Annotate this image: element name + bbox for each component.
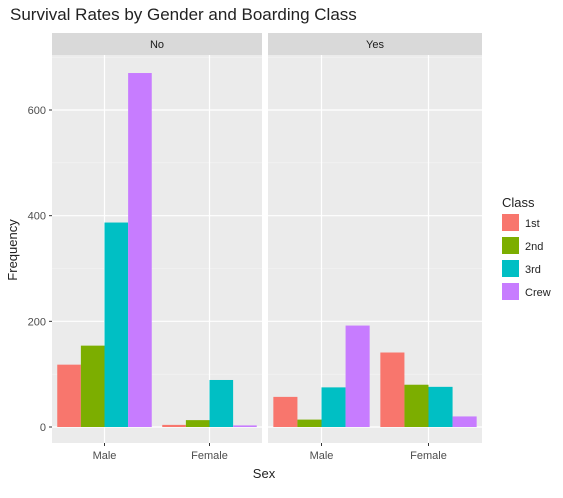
y-axis-label: Frequency [5, 219, 20, 281]
bar-no-female-2nd [185, 420, 210, 427]
y-tick-label: 200 [28, 316, 46, 328]
legend-key-crew [502, 283, 519, 300]
facet-panel-yes: Yes Male Female [268, 33, 482, 462]
y-axis: 0 200 400 600 [28, 105, 52, 434]
legend-key-2nd [502, 237, 519, 254]
bar-yes-female-3rd [428, 386, 453, 427]
chart-title: Survival Rates by Gender and Boarding Cl… [10, 5, 357, 24]
legend-title: Class [502, 195, 535, 210]
bar-yes-male-1st [273, 396, 298, 427]
x-tick-label: Female [191, 450, 228, 462]
bar-yes-female-crew [452, 416, 477, 427]
legend-label-3rd: 3rd [525, 264, 541, 276]
bar-no-male-crew [128, 73, 152, 428]
x-tick-label: Female [410, 450, 447, 462]
y-tick-label: 600 [28, 105, 46, 117]
bar-no-female-3rd [209, 379, 234, 427]
bar-yes-male-crew [345, 325, 370, 427]
legend-key-1st [502, 214, 519, 231]
bar-no-female-1st [162, 424, 186, 427]
y-tick-label: 400 [28, 211, 46, 223]
legend-label-1st: 1st [525, 218, 540, 230]
bar-no-female-crew [233, 425, 257, 427]
legend-label-crew: Crew [525, 287, 551, 299]
facet-strip-label: No [150, 39, 164, 51]
legend: Class 1st 2nd 3rd Crew [502, 195, 551, 300]
x-axis-label: Sex [253, 466, 276, 481]
y-tick-label: 0 [40, 422, 46, 434]
legend-label-2nd: 2nd [525, 241, 543, 253]
legend-key-3rd [502, 260, 519, 277]
panel-background [268, 55, 482, 443]
facet-strip [268, 33, 482, 55]
x-tick-label: Male [310, 450, 334, 462]
bar-yes-male-3rd [321, 387, 346, 427]
bar-no-male-2nd [80, 345, 105, 427]
facet-strip-label: Yes [366, 39, 384, 51]
facet-strip [52, 33, 262, 55]
bar-no-male-1st [57, 364, 81, 427]
facet-panel-no: No Male Female [52, 33, 262, 462]
bar-yes-male-2nd [297, 419, 322, 427]
x-tick-label: Male [93, 450, 117, 462]
bar-no-male-3rd [104, 222, 129, 427]
bar-yes-female-1st [380, 352, 405, 427]
facet-panels: No Male Female Yes Male Female [52, 33, 482, 462]
bar-yes-female-2nd [404, 384, 429, 427]
